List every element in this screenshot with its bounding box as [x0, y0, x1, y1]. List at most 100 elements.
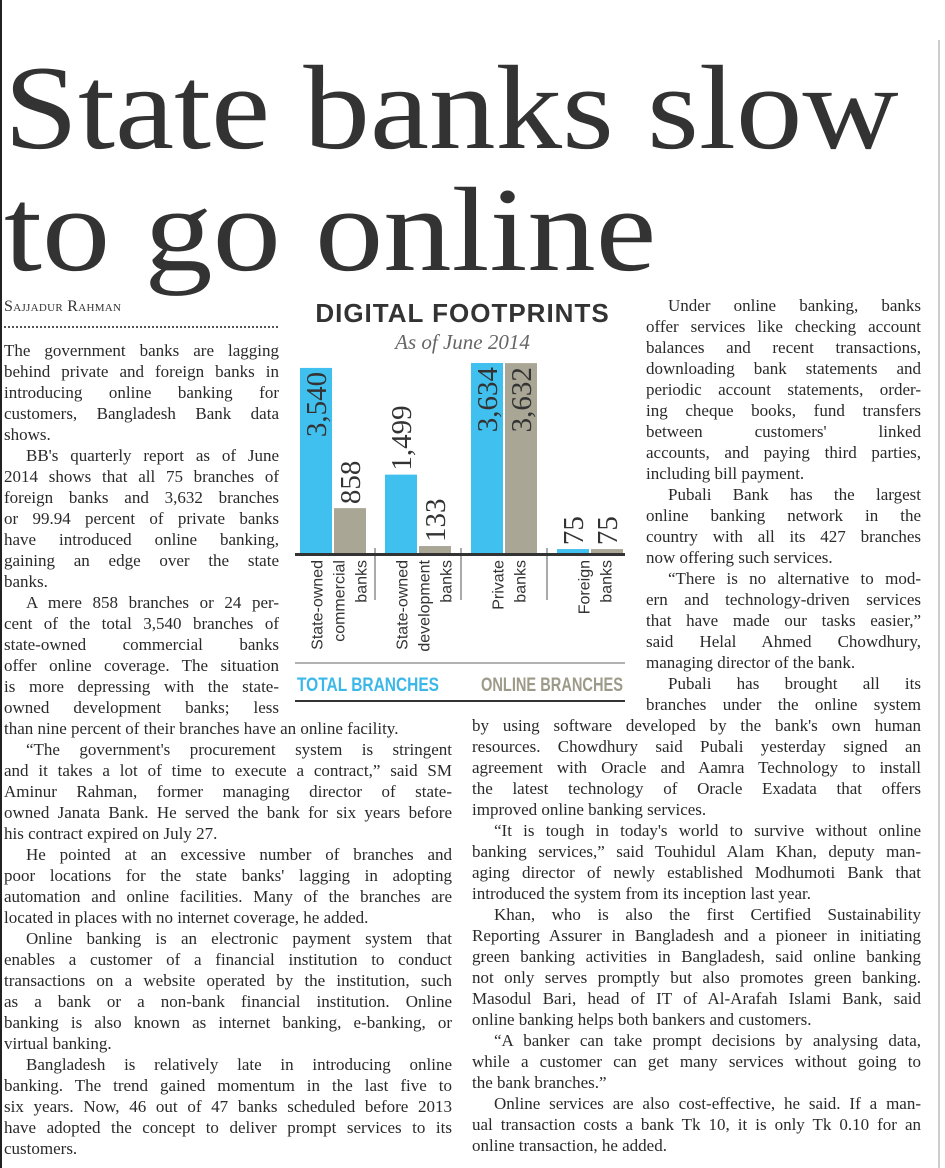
text-line: offer services like checking account — [646, 317, 921, 336]
text-line: while a customer can get many services w… — [472, 1052, 921, 1071]
text-line: ern and technology-driven services — [646, 590, 921, 609]
text-line: have adopted the concept to deliver prom… — [4, 1118, 452, 1137]
text-line: accounts, and paying third parties, — [646, 443, 921, 462]
bar-value-label: 1,499 — [386, 405, 418, 470]
text-line: as a bank or a non-bank financial instit… — [4, 992, 452, 1011]
bar-value-label: 75 — [558, 516, 590, 545]
text-line: shows. — [4, 425, 51, 444]
text-line: “A banker can take prompt decisions by a… — [494, 1031, 921, 1050]
article-column-right-bottom: by using software developed by the bank'… — [472, 715, 921, 1156]
headline-line-1: State banks slow — [4, 41, 899, 174]
paragraph: Khan, who is also the first Certified Su… — [472, 904, 921, 1030]
text-line: improved online banking services. — [472, 800, 707, 819]
paragraph: The government banks are lagging behind p… — [4, 340, 279, 445]
text-line: managing director of the bank. — [646, 653, 856, 672]
text-line: Online services are also cost-effective,… — [494, 1094, 921, 1113]
author-name: Sajjadur Rahman — [4, 298, 122, 315]
text-line: banking. The trend gained momentum in th… — [4, 1076, 452, 1095]
text-line: customers, Bangladesh Bank data — [4, 404, 279, 423]
text-line: poor locations for the state banks' lagg… — [4, 866, 452, 885]
paragraph: BB's quarterly report as of June 2014 sho… — [4, 445, 279, 592]
text-line: banking is also known as internet bankin… — [4, 1013, 452, 1032]
text-line: located in places with no internet cover… — [4, 908, 369, 927]
category-label: Foreign — [576, 560, 593, 614]
bar-value-label: 3,634 — [472, 367, 504, 433]
legend-item: ONLINE BRANCHES — [481, 675, 623, 696]
text-line: by using software developed by the bank'… — [472, 716, 921, 735]
page-edge — [0, 0, 2, 1168]
text-line: Khan, who is also the first Certified Su… — [494, 905, 921, 924]
text-line: the bank branches.” — [472, 1073, 607, 1092]
text-line: Aminur Rahman, former managing director … — [4, 782, 452, 801]
paragraph: Bangladesh is relatively late in introdu… — [4, 1054, 452, 1159]
text-line: his contract expired on July 27. — [4, 824, 218, 843]
bar — [334, 508, 366, 553]
text-line: state-owned commercial banks — [4, 635, 279, 654]
bar — [419, 546, 451, 553]
category-label: banks — [598, 560, 615, 603]
text-line: introduced the system from its inception… — [472, 884, 811, 903]
text-line: owned development banks; less — [4, 698, 279, 717]
bar — [300, 367, 332, 553]
paragraph: than nine percent of their branches have… — [4, 718, 452, 739]
text-line: introducing online banking for — [4, 383, 279, 402]
text-line: is more depressing with the state- — [4, 677, 279, 696]
bar — [557, 549, 589, 553]
text-line: banks. — [4, 572, 48, 591]
text-line: automation and online facilities. Many o… — [4, 887, 452, 906]
chart-title: DIGITAL FOOTPRINTS — [315, 298, 610, 328]
text-line: banking services,” said Touhidul Alam Kh… — [472, 842, 921, 861]
text-line: foreign banks and 3,632 branches — [4, 488, 279, 507]
bar — [591, 549, 623, 553]
page-edge-right — [938, 40, 940, 1168]
paragraph: Pubali Bank has the largest online bankin… — [646, 484, 921, 568]
headline-line-2: to go online — [4, 163, 657, 296]
paragraph: He pointed at an excessive number of bra… — [4, 844, 452, 928]
paragraph: Pubali has brought all its branches under… — [646, 673, 921, 715]
text-line: online banking network in the — [646, 506, 921, 525]
text-line: online banking helps both bankers and cu… — [472, 1010, 812, 1029]
byline: Sajjadur Rahman — [4, 297, 121, 317]
text-line: resources. Chowdhury said Pubali yesterd… — [472, 737, 921, 756]
category-label: banks — [353, 560, 370, 603]
text-line: behind private and foreign banks in — [4, 362, 279, 381]
text-line: The government banks are lagging — [4, 341, 279, 360]
text-line: Pubali Bank has the largest — [668, 485, 921, 504]
chart-subtitle: As of June 2014 — [395, 330, 530, 354]
bar-value-label: 133 — [420, 499, 452, 543]
text-line: Pubali has brought all its — [668, 674, 921, 693]
text-line: between customers' linked — [646, 422, 921, 441]
text-line: gaining an edge over the state — [4, 551, 279, 570]
text-line: Under online banking, banks — [668, 296, 921, 315]
paragraph: by using software developed by the bank'… — [472, 715, 921, 820]
legend-item: TOTAL BRANCHES — [297, 675, 439, 696]
text-line: enables a customer of a financial instit… — [4, 950, 452, 969]
text-line: owned Janata Bank. He served the bank fo… — [4, 803, 452, 822]
text-line: “The government's procurement system is … — [26, 740, 452, 759]
category-label: development — [416, 559, 433, 651]
text-line: agreement with Oracle and Aamra Technolo… — [472, 758, 921, 777]
article-column-right-top: Under online banking, banks offer service… — [646, 295, 921, 715]
article-column-left-bottom: than nine percent of their branches have… — [4, 718, 452, 1159]
text-line: offer online coverage. The situation — [4, 656, 279, 675]
bar-value-label: 858 — [335, 461, 367, 505]
text-line: Online banking is an electronic payment … — [26, 929, 452, 948]
text-line: now offering such services. — [646, 548, 833, 567]
text-line: green banking activities in Bangladesh, … — [472, 947, 921, 966]
paragraph: “A banker can take prompt decisions by a… — [472, 1030, 921, 1093]
text-line: He pointed at an excessive number of bra… — [26, 845, 452, 864]
text-line: have introduced online banking, — [4, 530, 279, 549]
text-line: BB's quarterly report as of June — [26, 446, 279, 465]
paragraph: “The government's procurement system is … — [4, 739, 452, 844]
text-line: balances and recent transactions, — [646, 338, 921, 357]
byline-divider — [4, 326, 278, 328]
paragraph: Under online banking, banks offer service… — [646, 295, 921, 484]
text-line: aging director of newly established Modh… — [472, 863, 921, 882]
text-line: cent of the total 3,540 branches of — [4, 614, 279, 633]
text-line: not only serves promptly but also promot… — [472, 968, 921, 987]
text-line: online transaction, he added. — [472, 1136, 667, 1155]
bar-value-label: 3,632 — [506, 367, 538, 432]
text-line: than nine percent of their branches have… — [4, 719, 399, 738]
text-line: country with all its 427 branches — [646, 527, 921, 546]
